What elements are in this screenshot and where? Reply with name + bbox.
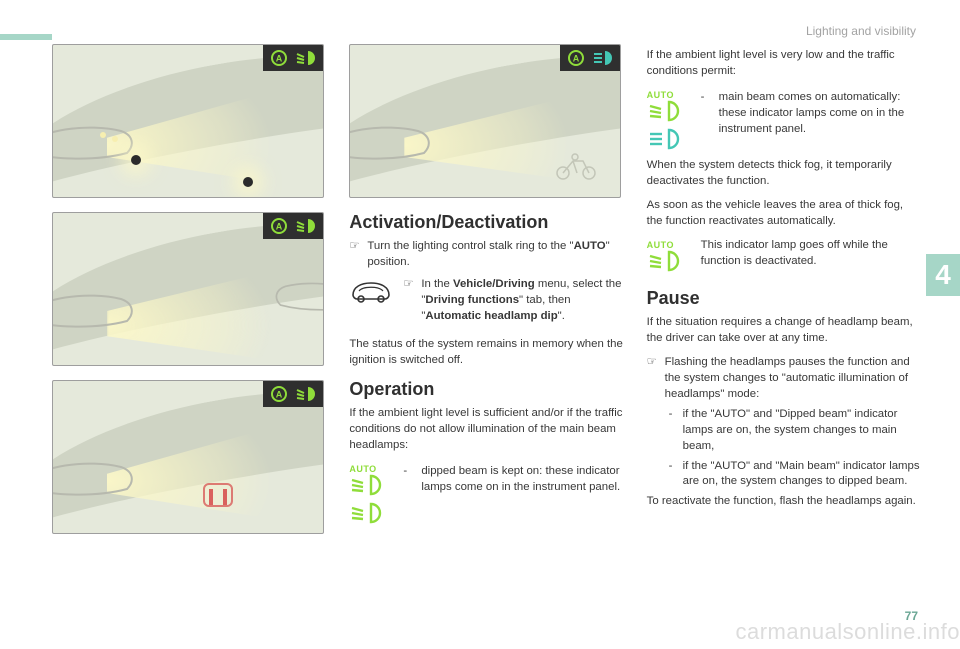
auto-beam-icon: A (269, 49, 289, 67)
dipped-beam-icon (295, 385, 317, 403)
auto-beam-icon: A (566, 49, 586, 67)
row-indicator-off: AUTO This indicator lamp goes off while … (647, 238, 922, 278)
dipped-lamp-icon (349, 502, 393, 524)
row-main-beam-auto: AUTO -main beam comes on automatically: … (647, 88, 922, 150)
illus-oncoming-dipped: A (52, 212, 324, 366)
vehicle-menu-icon (349, 277, 393, 303)
auto-lamp-off-icon: AUTO (647, 240, 691, 272)
badge-auto-dipped: A (263, 381, 323, 407)
text-fog-deactivate: When the system detects thick fog, it te… (647, 158, 922, 190)
row-dipped-kept-on: AUTO -dipped beam is kept on: these indi… (349, 462, 624, 524)
flash-case-main: -if the "AUTO" and "Main beam" indicator… (669, 459, 922, 491)
heading-pause: Pause (647, 288, 922, 309)
illus-rear-vehicle-dipped: A (52, 380, 324, 534)
text-low-light-intro: If the ambient light level is very low a… (647, 48, 922, 80)
text-operation-intro: If the ambient light level is sufficient… (349, 406, 624, 454)
main-beam-icon (592, 49, 614, 67)
flash-case-dipped: -if the "AUTO" and "Dipped beam" indicat… (669, 407, 922, 455)
svg-text:A: A (573, 54, 580, 64)
heading-activation: Activation/Deactivation (349, 212, 624, 233)
illus-obstacles-dipped: A (52, 44, 324, 198)
column-activation-operation: A Activation/Deactivation ☞ Turn the lig… (349, 44, 624, 548)
illus-clear-mainbeam: A (349, 44, 621, 198)
text-reactivate: To reactivate the function, flash the he… (647, 494, 922, 510)
column-illustrations: A A (52, 44, 327, 548)
svg-text:A: A (276, 54, 283, 64)
svg-text:A: A (276, 390, 283, 400)
dipped-beam-icon (295, 49, 317, 67)
chapter-number-badge: 4 (926, 254, 960, 296)
column-mainbeam-pause: If the ambient light level is very low a… (647, 44, 922, 548)
badge-auto-dipped: A (263, 213, 323, 239)
heading-operation: Operation (349, 379, 624, 400)
auto-dipped-lamp-icon: AUTO (349, 464, 393, 496)
auto-beam-icon: A (269, 217, 289, 235)
text-status-memory: The status of the system remains in memo… (349, 337, 624, 369)
step-menu: ☞ In the Vehicle/Driving menu, select th… (349, 275, 624, 329)
watermark: carmanualsonline.info (735, 619, 960, 645)
text-pause-intro: If the situation requires a change of he… (647, 315, 922, 347)
svg-text:A: A (276, 222, 283, 232)
step-turn-ring: ☞ Turn the lighting control stalk ring t… (349, 239, 624, 271)
badge-auto-main: A (560, 45, 620, 71)
dipped-beam-icon (295, 217, 317, 235)
accent-bar (0, 34, 52, 40)
auto-main-lamp-icon: AUTO (647, 90, 691, 122)
step-flash: ☞Flashing the headlamps pauses the funct… (647, 355, 922, 403)
badge-auto-dipped: A (263, 45, 323, 71)
text-fog-reactivate: As soon as the vehicle leaves the area o… (647, 198, 922, 230)
main-lamp-icon (647, 128, 691, 150)
section-header: Lighting and visibility (806, 24, 916, 38)
auto-beam-icon: A (269, 385, 289, 403)
